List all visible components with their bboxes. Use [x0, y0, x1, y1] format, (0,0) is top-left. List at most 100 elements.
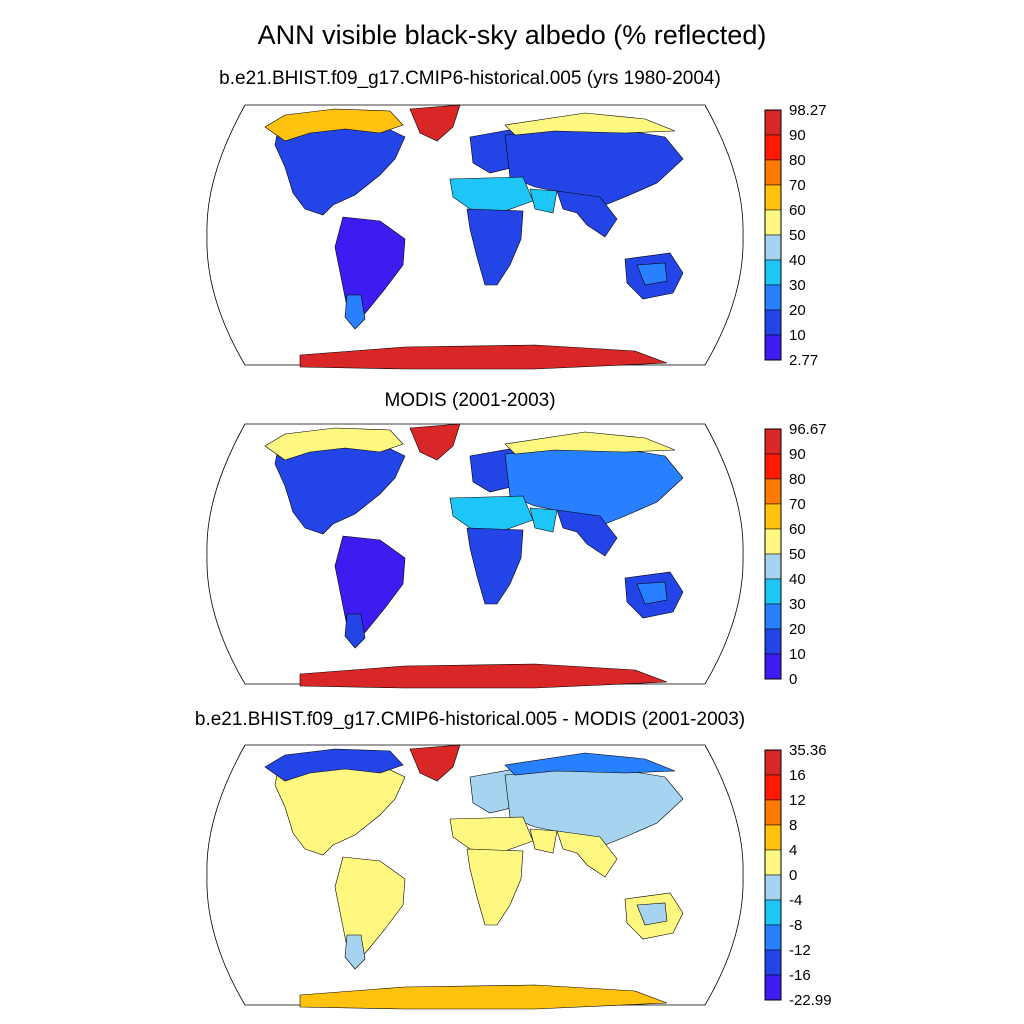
- colorbar-label: 12: [789, 792, 806, 809]
- panel-title-obs: MODIS (2001-2003): [384, 390, 556, 411]
- colorbar-label: 40: [789, 571, 806, 588]
- region-india-se-asia: [556, 830, 618, 878]
- region-africa-south: [466, 848, 524, 926]
- colorbar-label: 0: [789, 671, 797, 688]
- region-greenland: [409, 104, 461, 142]
- map-obs: [206, 423, 744, 689]
- colorbar-swatch: [764, 503, 782, 530]
- colorbar-swatch: [764, 184, 782, 211]
- colorbar-swatch: [764, 259, 782, 286]
- colorbar-label: 96.67: [789, 421, 827, 438]
- colorbar-swatch: [764, 774, 782, 801]
- colorbar-label: -22.99: [789, 992, 832, 1009]
- region-antarctica: [299, 984, 668, 1010]
- region-australia-interior: [636, 902, 668, 926]
- region-australia-interior: [636, 262, 668, 286]
- colorbar-label: 98.27: [789, 102, 827, 119]
- colorbar-swatch: [764, 309, 782, 336]
- colorbar-swatch: [764, 334, 782, 361]
- region-australia-interior: [636, 581, 668, 605]
- colorbar-label: -8: [789, 917, 802, 934]
- region-india-se-asia: [556, 190, 618, 238]
- colorbar-label: 30: [789, 596, 806, 613]
- colorbar-label: 30: [789, 277, 806, 294]
- colorbar-swatch: [764, 234, 782, 261]
- region-africa-south: [466, 527, 524, 605]
- colorbar-swatch: [764, 899, 782, 926]
- colorbar-swatch: [764, 924, 782, 951]
- colorbar-swatch: [764, 628, 782, 655]
- colorbar-label: 10: [789, 327, 806, 344]
- region-andes-south: [344, 613, 366, 649]
- region-greenland: [409, 744, 461, 782]
- region-greenland: [409, 423, 461, 461]
- colorbar-swatch: [764, 134, 782, 161]
- colorbar-label: 8: [789, 817, 797, 834]
- colorbar-swatch: [764, 553, 782, 580]
- region-arabia: [529, 828, 558, 854]
- colorbar-swatch: [764, 578, 782, 605]
- colorbar-swatch: [764, 653, 782, 680]
- colorbar-swatch: [764, 749, 782, 776]
- region-antarctica: [299, 663, 668, 689]
- colorbar-label: 16: [789, 767, 806, 784]
- region-andes-south: [344, 294, 366, 330]
- colorbar-swatch: [764, 109, 782, 136]
- colorbar-label: 90: [789, 127, 806, 144]
- colorbar-swatch: [764, 284, 782, 311]
- region-antarctica: [299, 344, 668, 370]
- region-alaska-canada-north: [264, 748, 404, 782]
- region-siberia-arctic: [504, 431, 676, 455]
- colorbar-label: 60: [789, 521, 806, 538]
- colorbar-label: 0: [789, 867, 797, 884]
- colorbar-label: 4: [789, 842, 797, 859]
- colorbar-label: 35.36: [789, 742, 827, 759]
- colorbar-label: 40: [789, 252, 806, 269]
- colorbar-swatch: [764, 603, 782, 630]
- region-siberia-arctic: [504, 112, 676, 136]
- panel-title-model: b.e21.BHIST.f09_g17.CMIP6-historical.005…: [219, 68, 721, 89]
- region-asia: [504, 445, 684, 529]
- panel-title-diff: b.e21.BHIST.f09_g17.CMIP6-historical.005…: [194, 709, 746, 730]
- colorbar-obs: 96.67 90 80 70 60 50 40 30 20 10 0: [764, 421, 827, 688]
- region-alaska-canada-north: [264, 427, 404, 461]
- colorbar-swatch: [764, 528, 782, 555]
- colorbar-label: 90: [789, 446, 806, 463]
- colorbar-label: -4: [789, 892, 802, 909]
- colorbar-swatch: [764, 799, 782, 826]
- region-alaska-canada-north: [264, 108, 404, 142]
- region-africa-south: [466, 208, 524, 286]
- colorbar-swatch: [764, 974, 782, 1001]
- region-siberia-arctic: [504, 752, 676, 776]
- colorbar-label: 80: [789, 152, 806, 169]
- colorbar-label: 60: [789, 202, 806, 219]
- map-diff: [206, 744, 744, 1010]
- colorbar-diff: 35.36 16 12 8 4 0 -4 -8 -12 -16 -22.99: [764, 742, 832, 1009]
- region-asia: [504, 766, 684, 850]
- colorbar-swatch: [764, 159, 782, 186]
- region-india-se-asia: [556, 509, 618, 557]
- colorbar-label: 50: [789, 546, 806, 563]
- colorbar-label: -12: [789, 942, 811, 959]
- colorbar-label: -16: [789, 967, 811, 984]
- colorbar-swatch: [764, 824, 782, 851]
- colorbar-swatch: [764, 478, 782, 505]
- colorbar-label: 2.77: [789, 352, 818, 369]
- colorbar-label: 70: [789, 177, 806, 194]
- region-andes-south: [344, 934, 366, 970]
- colorbar-swatch: [764, 453, 782, 480]
- colorbar-label: 80: [789, 471, 806, 488]
- colorbar-label: 20: [789, 621, 806, 638]
- colorbar-label: 70: [789, 496, 806, 513]
- colorbar-label: 10: [789, 646, 806, 663]
- colorbar-swatch: [764, 949, 782, 976]
- region-arabia: [529, 507, 558, 533]
- region-arabia: [529, 188, 558, 214]
- map-model: [206, 104, 744, 370]
- colorbar-label: 50: [789, 227, 806, 244]
- colorbar-swatch: [764, 849, 782, 876]
- figure-title: ANN visible black-sky albedo (% reflecte…: [257, 20, 767, 50]
- colorbar-swatch: [764, 428, 782, 455]
- colorbar-label: 20: [789, 302, 806, 319]
- colorbar-swatch: [764, 874, 782, 901]
